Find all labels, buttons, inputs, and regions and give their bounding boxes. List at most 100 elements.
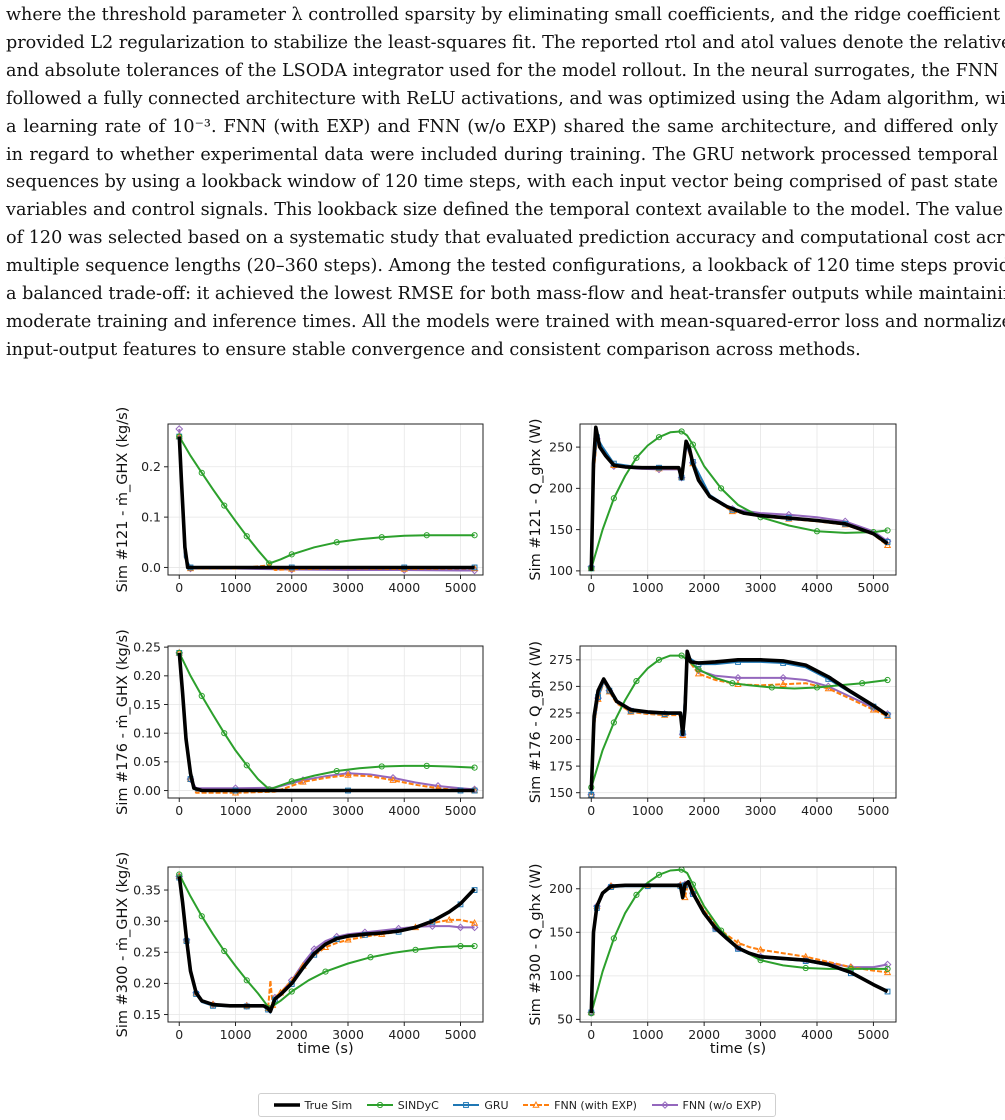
x-tick-label: 2000 (688, 580, 720, 595)
series-line (177, 652, 475, 793)
x-tick-label: 0 (175, 803, 183, 818)
paragraph-line: a balanced trade-off: it achieved the lo… (6, 284, 1005, 305)
data-point (610, 495, 617, 502)
chart-panel: 0 1000 2000 3000 4000 5000 100 150 200 250 Sim #12… (528, 418, 897, 595)
y-tick-label: 150 (549, 785, 573, 800)
data-point (471, 764, 478, 771)
data-point (610, 719, 617, 726)
x-tick-label: 0 (587, 1027, 595, 1042)
data-point (389, 776, 397, 783)
data-point (445, 915, 453, 923)
legend-swatch (651, 1101, 678, 1109)
data-point (221, 730, 228, 737)
series-line (590, 868, 888, 1014)
x-tick-label: 3000 (332, 1027, 364, 1042)
series-line (178, 436, 475, 565)
data-point (729, 680, 736, 687)
data-point (633, 677, 640, 685)
data-point (660, 1101, 669, 1109)
axes-frame (579, 866, 897, 1023)
series-line (589, 649, 889, 791)
legend-label: FNN (w/o EXP) (682, 1098, 762, 1112)
data-point (288, 778, 295, 785)
data-point (367, 954, 374, 961)
y-tick-label: 0.10 (133, 725, 161, 740)
legend-swatch (523, 1100, 550, 1108)
y-tick-label: 250 (549, 679, 573, 694)
series-line (589, 425, 889, 571)
y-tick-label: 0.2 (141, 459, 161, 474)
data-point (344, 769, 352, 778)
x-tick-label: 2000 (688, 1027, 720, 1042)
x-tick-label: 1000 (632, 803, 664, 818)
plot-area (168, 424, 483, 575)
chart-panel: 0 1000 2000 3000 4000 5000 50 100 150 200 Sim #300… (528, 863, 897, 1057)
series-group (587, 867, 892, 1017)
axes-frame (579, 423, 897, 576)
x-tick-label: 4000 (801, 580, 833, 595)
data-point (633, 891, 640, 898)
data-point (175, 425, 184, 433)
data-point (389, 774, 397, 782)
y-tick-label: 0.20 (133, 976, 161, 991)
x-tick-label: 3000 (332, 803, 364, 818)
legend-swatch (453, 1102, 480, 1108)
x-tick-label: 2000 (276, 803, 308, 818)
legend-swatch (273, 1103, 300, 1107)
x-tick-label: 3000 (745, 580, 777, 595)
series-line (177, 436, 475, 570)
data-point (802, 964, 809, 972)
data-point (423, 532, 430, 539)
body-paragraph: where the threshold parameter λ controll… (6, 2, 1005, 365)
series-line (178, 652, 475, 791)
y-tick-label: 275 (549, 652, 573, 667)
series-line (590, 880, 888, 1013)
plot-area (580, 646, 896, 798)
legend-item: GRU (452, 1098, 509, 1112)
series-line (590, 430, 888, 569)
x-tick-label: 0 (175, 580, 183, 595)
series-line (177, 876, 476, 1014)
data-point (633, 454, 640, 461)
data-point (695, 666, 702, 673)
y-tick-label: 0.35 (133, 882, 161, 897)
paragraph-line: multiple sequence lengths (20–360 steps)… (6, 256, 1005, 277)
legend-swatch (366, 1101, 393, 1109)
legend-item: SINDyC (366, 1099, 439, 1112)
series-line (178, 874, 475, 1010)
x-tick-label: 4000 (388, 803, 420, 818)
y-tick-label: 250 (549, 439, 573, 454)
data-point (532, 1100, 540, 1108)
data-point (884, 965, 891, 972)
x-tick-label: 2000 (276, 580, 308, 595)
legend-label: GRU (484, 1098, 509, 1112)
y-tick-label: 0.15 (133, 697, 161, 712)
chart-panel: 0 1000 2000 3000 4000 5000 0.15 0.20 0.25 0.30 0.3… (115, 852, 484, 1057)
paragraph-line: in regard to whether experimental data w… (6, 144, 998, 165)
data-point (813, 684, 821, 691)
legend-item: FNN (with EXP) (522, 1099, 637, 1112)
x-tick-label: 1000 (220, 580, 252, 595)
chart-panel: 0 1000 2000 3000 4000 5000 150 175 200 225 250 275 S… (528, 641, 897, 818)
paragraph-line: input-output features to ensure stable c… (6, 339, 861, 360)
x-tick-label: 1000 (220, 1027, 252, 1042)
data-point (221, 502, 228, 509)
x-tick-label: 0 (587, 803, 595, 818)
data-point (333, 767, 340, 775)
x-tick-label: 3000 (745, 803, 777, 818)
y-tick-label: 175 (549, 758, 573, 773)
y-tick-label: 0.05 (133, 754, 161, 769)
data-point (198, 913, 205, 920)
data-point (470, 923, 479, 932)
data-point (883, 541, 892, 548)
data-point (689, 441, 696, 448)
axes-frame (167, 866, 484, 1023)
y-axis-label: Sim #300 - Q_ghx (W) (528, 863, 544, 1025)
chart-panel: 0 1000 2000 3000 4000 5000 0.0 0.1 0.2 Sim #121 -… (115, 407, 484, 595)
paragraph-line: moderate training and inference times. A… (6, 311, 1005, 332)
paragraph-line: followed a fully connected architecture … (6, 88, 1005, 109)
paragraph-line: of 120 was selected based on a systemati… (6, 228, 1005, 249)
y-tick-label: 0.25 (133, 639, 161, 654)
y-axis-label: Sim #121 - ṁ_GHX (kg/s) (115, 407, 131, 593)
y-tick-label: 0.00 (133, 783, 161, 798)
